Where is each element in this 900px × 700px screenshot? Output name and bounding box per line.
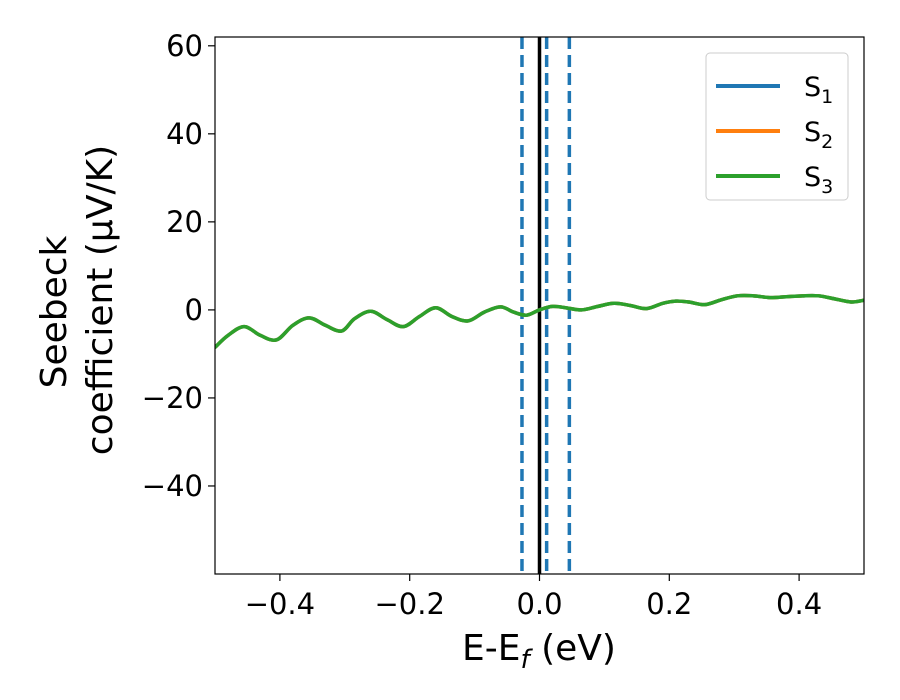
y-tick-label: 60 [166, 29, 203, 63]
series-line-S3 [215, 293, 864, 350]
series-lines [215, 293, 864, 350]
x-axis-ticks: −0.4 −0.2 0.0 0.2 0.4 [245, 574, 822, 621]
vertical-reference-lines [520, 37, 572, 574]
y-tick-label: 40 [166, 117, 203, 151]
x-axis-label: E-Ef (eV) [462, 628, 616, 675]
y-axis-label-line1: Seebeck [34, 235, 75, 388]
y-tick-label: 0 [185, 293, 203, 327]
x-tick-label: 0.2 [646, 587, 692, 621]
legend-label-S2: S2 [804, 117, 833, 153]
y-tick-label: −20 [142, 381, 203, 415]
y-axis-ticks: −40 −20 0 20 40 60 [142, 29, 215, 503]
x-tick-label: 0.4 [776, 587, 822, 621]
x-tick-label: −0.2 [374, 587, 444, 621]
legend-label-S1: S1 [804, 72, 833, 108]
legend: S1 S2 S3 [705, 52, 849, 201]
legend-box [705, 52, 849, 201]
y-axis-label-line2: coefficient (μV/K) [80, 145, 121, 455]
legend-label-S3: S3 [804, 162, 833, 198]
y-tick-label: 20 [166, 205, 203, 239]
x-tick-label: 0.0 [516, 587, 562, 621]
x-tick-label: −0.4 [245, 587, 315, 621]
y-tick-label: −40 [142, 469, 203, 503]
